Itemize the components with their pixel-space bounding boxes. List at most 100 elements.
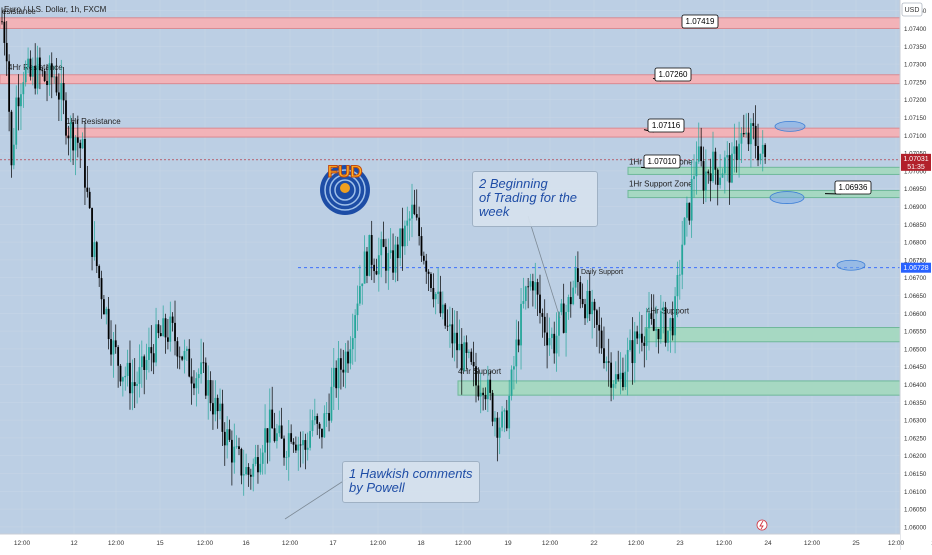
current-price-value: 1.07031 [903, 156, 928, 163]
candle-body [96, 242, 98, 266]
candle-body [172, 317, 174, 323]
candle-body [499, 428, 501, 438]
candle-body [743, 133, 745, 134]
candle-body [108, 309, 110, 339]
candle-body [191, 377, 193, 384]
resistance-label-1hr: 1Hr Resistance [66, 117, 121, 126]
candle-body [174, 323, 176, 341]
candle-body [523, 301, 525, 304]
target-ellipse-mid[interactable] [770, 192, 804, 204]
time-tick-label: 12 [70, 540, 78, 547]
candle-body [480, 393, 482, 397]
candle-body [624, 372, 626, 387]
candle-body [733, 146, 735, 153]
candle-body [368, 235, 370, 276]
candle-body [686, 203, 688, 218]
candle-body [349, 349, 351, 363]
logo-coin [340, 183, 350, 193]
resistance-zone-top[interactable] [0, 18, 900, 29]
candle-body [432, 288, 434, 299]
candle-body [515, 340, 517, 367]
candle-body [760, 154, 762, 160]
support-label-1hr-lower: 1Hr Support Zone [629, 179, 693, 188]
candle-body [544, 317, 546, 333]
resistance-zone-4hr[interactable] [0, 75, 900, 84]
candle-body [449, 324, 451, 326]
candle-body [762, 145, 764, 154]
candle-body [691, 179, 693, 220]
candle-body [179, 357, 181, 358]
candle-body [18, 98, 20, 107]
time-tick-label: 12:00 [370, 540, 387, 547]
candle-body [423, 256, 425, 261]
note-hawkish-comments[interactable]: 1 Hawkish comments by Powell [342, 461, 480, 503]
candle-body [262, 453, 264, 464]
candle-body [240, 449, 242, 476]
support-zone-4hr-upper[interactable] [645, 328, 900, 342]
time-tick-label: 17 [329, 540, 337, 547]
candle-body [629, 340, 631, 350]
candle-body [158, 324, 160, 333]
candle-body [259, 464, 261, 472]
candle-body [681, 245, 683, 275]
time-tick-label: 12:00 [108, 540, 125, 547]
candle-body [51, 63, 53, 77]
candle-body [307, 448, 309, 450]
candle-body [212, 403, 214, 414]
candle-body [568, 297, 570, 312]
support-zone-4hr-lower[interactable] [458, 381, 900, 395]
note-beginning-of-week[interactable]: 2 Beginning of Trading for the week [472, 171, 598, 227]
callout-1-07419[interactable]: 1.07419 [682, 15, 718, 28]
candle-body [444, 305, 446, 326]
callout-text: 1.06936 [839, 183, 868, 192]
candle-body [477, 385, 479, 396]
candle-body [160, 333, 162, 336]
callout-1-07010[interactable]: 1.07010 [641, 155, 680, 168]
callout-text: 1.07260 [659, 70, 688, 79]
callout-1-07260[interactable]: 1.07260 [653, 68, 691, 81]
candle-body [660, 311, 662, 339]
candle-body [207, 380, 209, 396]
candle-body [77, 137, 79, 142]
candle-body [319, 424, 321, 429]
resistance-zone-1hr[interactable] [66, 128, 900, 137]
candle-body [271, 410, 273, 429]
candle-body [757, 146, 759, 160]
candle-body [15, 98, 17, 145]
candle-body [539, 295, 541, 313]
candle-body [726, 155, 728, 157]
candle-body [60, 83, 62, 100]
candle-body [643, 343, 645, 346]
target-ellipse-top[interactable] [775, 121, 805, 131]
candle-body [98, 266, 100, 278]
currency-button[interactable]: USD [902, 3, 922, 16]
price-tick-label: 1.06600 [904, 311, 927, 318]
time-tick-label: 12:00 [455, 540, 472, 547]
candle-body [25, 67, 27, 82]
candle-body [698, 146, 700, 161]
target-ellipse-low[interactable] [837, 260, 865, 270]
candle-body [150, 347, 152, 353]
candle-body [563, 304, 565, 333]
price-tick-label: 1.06350 [904, 400, 927, 407]
price-tick-label: 1.07300 [904, 62, 927, 69]
candle-body [342, 370, 344, 373]
candle-body [402, 228, 404, 246]
candle-body [39, 58, 41, 71]
candle-body [354, 315, 356, 338]
replay-icon-circle [757, 520, 767, 530]
candle-body [634, 331, 636, 363]
candle-body [736, 146, 738, 159]
candle-body [454, 333, 456, 344]
candle-body [101, 278, 103, 299]
candle-body [489, 380, 491, 393]
candle-body [442, 305, 444, 314]
replay-icon[interactable] [757, 520, 767, 530]
callout-1-07116[interactable]: 1.07116 [644, 119, 684, 132]
candle-body [198, 374, 200, 378]
candle-body [84, 139, 86, 188]
candle-body [148, 347, 150, 360]
candle-body [214, 398, 216, 415]
candle-body [404, 226, 406, 247]
candle-body [712, 152, 714, 181]
